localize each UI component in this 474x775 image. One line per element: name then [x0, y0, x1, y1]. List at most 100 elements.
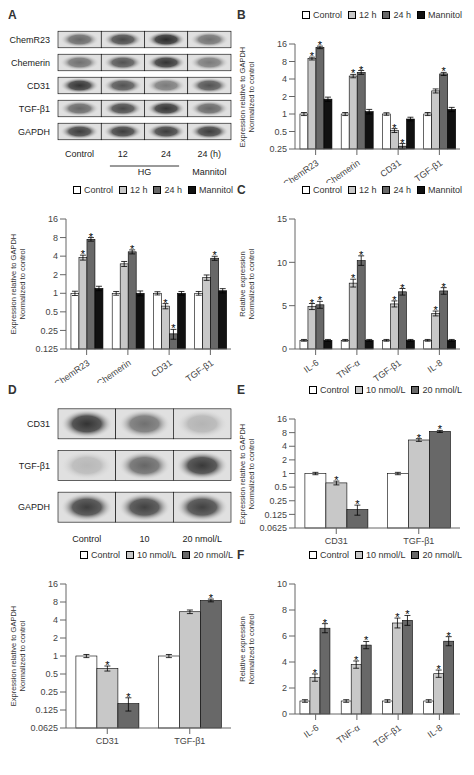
svg-text:*: *	[359, 64, 364, 76]
svg-text:4: 4	[282, 441, 287, 451]
svg-text:CD31: CD31	[27, 81, 50, 91]
svg-text:CD31: CD31	[149, 358, 174, 379]
svg-text:Control: Control	[72, 534, 101, 544]
svg-text:*: *	[209, 592, 214, 604]
svg-text:0: 0	[282, 709, 287, 719]
svg-text:HG: HG	[138, 167, 152, 177]
svg-text:0.5: 0.5	[274, 482, 287, 492]
svg-text:TGF-β1: TGF-β1	[413, 158, 444, 183]
svg-text:8: 8	[282, 57, 287, 67]
svg-text:0.25: 0.25	[40, 326, 58, 336]
svg-text:24: 24	[161, 149, 171, 159]
svg-text:8: 8	[53, 233, 58, 243]
svg-text:*: *	[318, 39, 323, 51]
svg-text:0.25: 0.25	[269, 144, 287, 154]
svg-text:5: 5	[282, 301, 287, 311]
html-text:Control: Control	[312, 10, 342, 20]
svg-text:6: 6	[282, 631, 287, 641]
svg-text:IL-8: IL-8	[426, 358, 444, 375]
svg-text:2: 2	[282, 455, 287, 465]
svg-text:*: *	[351, 67, 356, 79]
svg-text:TNF-α: TNF-α	[335, 723, 362, 746]
svg-text:2: 2	[53, 633, 58, 643]
svg-text:IL-6: IL-6	[302, 723, 320, 740]
svg-text:2: 2	[282, 92, 287, 102]
svg-text:Mannitol: Mannitol	[192, 167, 226, 177]
svg-text:*: *	[434, 304, 439, 316]
svg-text:16: 16	[277, 414, 287, 424]
svg-text:1: 1	[282, 109, 287, 119]
svg-text:*: *	[417, 432, 422, 444]
svg-text:CD31: CD31	[27, 419, 50, 429]
svg-text:GAPDH: GAPDH	[18, 502, 50, 512]
svg-text:0.125: 0.125	[35, 344, 58, 354]
svg-text:12: 12	[118, 149, 128, 159]
svg-text:*: *	[442, 65, 447, 77]
svg-text:10: 10	[139, 534, 149, 544]
svg-text:ChemR23: ChemR23	[9, 35, 50, 45]
svg-text:4: 4	[282, 657, 287, 667]
svg-text:Chemerin: Chemerin	[95, 358, 133, 383]
svg-text:10: 10	[277, 258, 287, 268]
svg-text:0.25: 0.25	[40, 687, 58, 697]
svg-text:4: 4	[282, 74, 287, 84]
svg-text:1: 1	[53, 651, 58, 661]
html-text:12 h: 12 h	[358, 10, 377, 20]
svg-text:0.125: 0.125	[35, 705, 58, 715]
svg-text:8: 8	[282, 428, 287, 438]
svg-text:0.25: 0.25	[269, 496, 287, 506]
svg-text:*: *	[334, 474, 339, 486]
svg-text:TGF-β1: TGF-β1	[19, 461, 50, 471]
svg-text:0.0625: 0.0625	[259, 523, 287, 533]
svg-text:CD31: CD31	[325, 536, 348, 546]
svg-text:16: 16	[48, 214, 58, 224]
svg-text:0.5: 0.5	[45, 669, 58, 679]
svg-text:*: *	[163, 297, 168, 309]
svg-text:*: *	[213, 249, 218, 261]
svg-text:Chemerin: Chemerin	[324, 158, 362, 183]
svg-text:Chemerin: Chemerin	[11, 58, 50, 68]
svg-text:GAPDH: GAPDH	[18, 127, 50, 137]
svg-text:1: 1	[53, 288, 58, 298]
svg-text:10: 10	[277, 579, 287, 589]
svg-text:TGF-β1: TGF-β1	[19, 104, 50, 114]
svg-text:4: 4	[53, 251, 58, 261]
svg-text:0: 0	[282, 344, 287, 354]
svg-text:2: 2	[282, 683, 287, 693]
svg-text:ChemR23: ChemR23	[53, 358, 92, 383]
svg-text:TGF-β1: TGF-β1	[372, 723, 403, 748]
svg-text:4: 4	[53, 615, 58, 625]
svg-text:IL-8: IL-8	[426, 723, 444, 740]
svg-text:0.5: 0.5	[274, 127, 287, 137]
svg-text:*: *	[392, 122, 397, 134]
svg-text:24 (h): 24 (h)	[198, 149, 222, 159]
svg-text:TGF-β1: TGF-β1	[403, 536, 434, 546]
svg-text:*: *	[310, 50, 315, 62]
svg-text:0.0625: 0.0625	[30, 723, 58, 733]
svg-text:*: *	[130, 243, 135, 255]
svg-text:*: *	[400, 137, 405, 149]
svg-text:1: 1	[282, 469, 287, 479]
svg-text:8: 8	[53, 597, 58, 607]
svg-text:*: *	[105, 659, 110, 671]
svg-text:TGF-β1: TGF-β1	[184, 358, 215, 383]
svg-text:*: *	[438, 423, 443, 435]
svg-text:IL-6: IL-6	[302, 358, 320, 375]
svg-text:*: *	[81, 248, 86, 260]
svg-text:15: 15	[277, 214, 287, 224]
svg-text:*: *	[89, 231, 94, 243]
svg-text:TNF-α: TNF-α	[335, 358, 362, 381]
svg-text:CD31: CD31	[378, 158, 403, 179]
svg-text:TGF-β1: TGF-β1	[174, 736, 205, 746]
svg-text:0.5: 0.5	[45, 307, 58, 317]
svg-text:CD31: CD31	[96, 736, 119, 746]
svg-text:16: 16	[48, 579, 58, 589]
svg-text:ChemR23: ChemR23	[282, 158, 321, 183]
svg-text:Control: Control	[65, 149, 94, 159]
svg-text:16: 16	[277, 39, 287, 49]
svg-text:TGF-β1: TGF-β1	[372, 358, 403, 383]
svg-text:2: 2	[53, 270, 58, 280]
svg-text:20 nmol/L: 20 nmol/L	[182, 534, 222, 544]
svg-text:0.125: 0.125	[264, 510, 287, 520]
svg-text:8: 8	[282, 605, 287, 615]
